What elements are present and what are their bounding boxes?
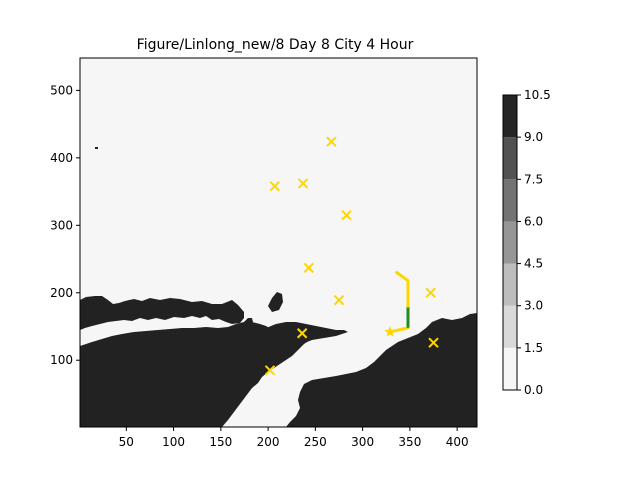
colorbar-band [503,179,517,222]
colorbar-tick-label: 6.0 [524,214,543,228]
colorbar-tick-label: 9.0 [524,130,543,144]
colorbar-band [503,221,517,264]
y-tick-label: 400 [50,151,73,165]
city-layer [264,136,439,376]
x-axis: 50 100 150 200 250 300 350 400 [119,427,469,449]
land-island-small [244,318,253,325]
y-tick-label: 200 [50,286,73,300]
x-tick-label: 150 [209,435,232,449]
depot-marker [384,325,396,337]
colorbar: 0.0 1.5 3.0 4.5 6.0 7.5 9.0 10.5 [502,88,551,397]
city-marker [264,365,276,376]
colorbar-tick-label: 10.5 [524,88,551,102]
city-marker [425,287,436,298]
x-tick-label: 350 [398,435,421,449]
y-tick-label: 300 [50,218,73,232]
city-marker [269,180,280,192]
city-marker [428,337,439,348]
land-southwest [80,322,310,427]
colorbar-bands [503,95,517,390]
y-tick-label: 100 [50,353,73,367]
x-tick-label: 400 [446,435,469,449]
x-tick-label: 50 [119,435,134,449]
city-marker [326,136,337,147]
y-axis: 100 200 300 400 500 [50,83,80,367]
land-island [268,292,283,312]
x-tick-label: 300 [351,435,374,449]
colorbar-tick-label: 3.0 [524,299,543,313]
colorbar-band [503,95,517,138]
chart-title: Figure/Linlong_new/8 Day 8 City 4 Hour [137,37,414,53]
land-west [80,296,244,330]
colorbar-frame [502,94,518,391]
colorbar-ticks: 0.0 1.5 3.0 4.5 6.0 7.5 9.0 10.5 [517,88,551,397]
plot-frame [79,57,478,428]
plot-area [79,57,478,428]
route-segment [395,271,410,308]
land-east [286,313,477,427]
colorbar-tick-label: 4.5 [524,257,543,271]
city-marker [341,209,352,221]
colorbar-tick-label: 7.5 [524,172,543,186]
colorbar-tick-label: 0.0 [524,383,543,397]
colorbar-band [503,137,517,180]
colorbar-band [503,305,517,348]
x-tick-label: 100 [162,435,185,449]
land-dot [95,147,98,149]
x-tick-label: 200 [257,435,280,449]
colorbar-band [503,263,517,306]
colorbar-band [503,347,517,390]
colorbar-tick-label: 1.5 [524,341,543,355]
city-marker [333,294,345,306]
city-marker [303,262,314,274]
city-marker [296,328,308,339]
city-marker [297,178,309,189]
x-tick-label: 250 [304,435,327,449]
y-tick-label: 500 [50,83,73,97]
